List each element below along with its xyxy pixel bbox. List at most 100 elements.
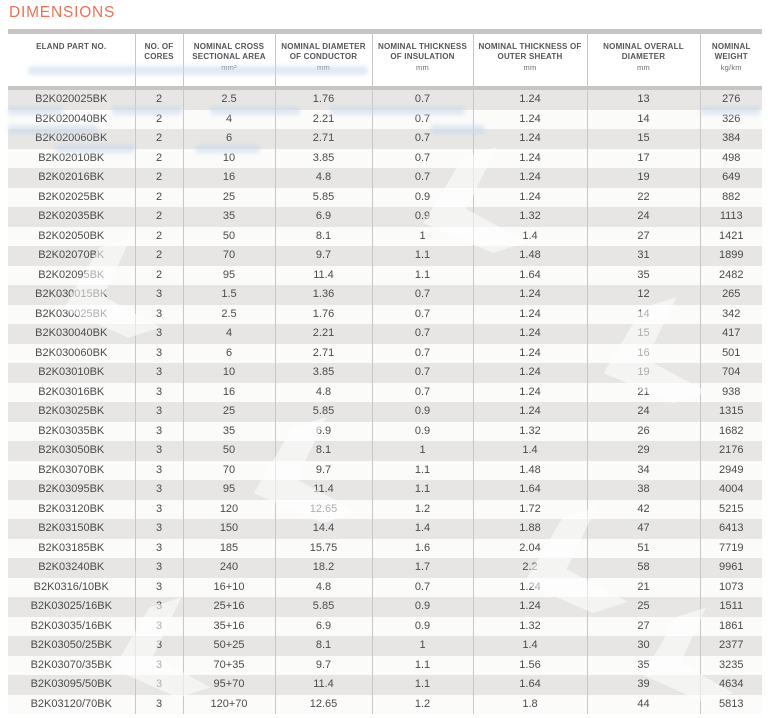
cell: 0.9 bbox=[371, 616, 473, 636]
cell: 1.7 bbox=[371, 558, 473, 578]
table-body: B2K020025BK 2 2.5 1.76 0.7 1.24 13 276 B2K020040… bbox=[8, 90, 762, 714]
cell: 1.8 bbox=[472, 694, 587, 714]
cell: 1899 bbox=[699, 246, 762, 266]
cell: B2K03050BK bbox=[38, 444, 105, 456]
cell: 11.4 bbox=[274, 675, 372, 695]
cell: 95+70 bbox=[182, 675, 275, 695]
cell: 4 bbox=[182, 324, 275, 344]
cell: 1 bbox=[371, 226, 473, 246]
cell: 9.7 bbox=[274, 246, 372, 266]
cell: 1.24 bbox=[472, 363, 587, 383]
table-row: B2K02070BK 2 70 9.7 1.1 1.48 31 1899 bbox=[8, 246, 762, 266]
cell: B2K030060BK bbox=[35, 346, 108, 359]
cell: 24 bbox=[586, 402, 700, 422]
cell: 3 bbox=[134, 538, 183, 558]
cell: 50+25 bbox=[182, 636, 275, 656]
cell: 27 bbox=[586, 226, 700, 246]
cell: 16 bbox=[182, 168, 275, 188]
cell: 35 bbox=[586, 265, 700, 285]
cell: B2K03095BK bbox=[38, 483, 105, 495]
cell: B2K020040BK bbox=[35, 112, 108, 125]
table-row: B2K02010BK 2 10 3.85 0.7 1.24 17 498 bbox=[8, 148, 762, 168]
cell: 18.2 bbox=[274, 558, 372, 578]
cell: 3 bbox=[134, 694, 183, 714]
cell: 1.32 bbox=[472, 421, 587, 441]
cell: 4 bbox=[182, 109, 275, 129]
cell: 1.24 bbox=[472, 597, 587, 617]
cell: 11.4 bbox=[274, 265, 372, 285]
column-header: ELAND PART NO. bbox=[8, 34, 135, 86]
table-row: B2K03095BK 3 95 11.4 1.1 1.64 38 4004 bbox=[8, 480, 762, 500]
cell: 1.24 bbox=[472, 148, 587, 168]
cell: 1.4 bbox=[472, 636, 587, 656]
cell: B2K03016BK bbox=[38, 385, 105, 398]
cell: 3 bbox=[134, 460, 183, 480]
cell: 6 bbox=[182, 343, 275, 363]
cell: 1.1 bbox=[371, 246, 473, 266]
cell: 17 bbox=[586, 148, 700, 168]
cell: 1.48 bbox=[472, 246, 587, 266]
table-row: B2K03095/50BK 3 95+70 11.4 1.1 1.64 39 4634 bbox=[8, 675, 762, 695]
cell: 1.24 bbox=[472, 402, 587, 422]
cell: 16+10 bbox=[182, 577, 275, 597]
cell: 384 bbox=[699, 129, 762, 149]
cell: B2K03070/35BK bbox=[30, 658, 112, 671]
cell: 3 bbox=[134, 324, 183, 344]
cell: 2 bbox=[134, 207, 183, 227]
cell: 2482 bbox=[699, 265, 762, 285]
cell: B2K02025BK bbox=[38, 190, 105, 203]
cell: 0.7 bbox=[371, 304, 473, 324]
cell: 1.32 bbox=[472, 616, 587, 636]
cell: 2.21 bbox=[274, 324, 372, 344]
cell: 25 bbox=[182, 187, 275, 207]
cell: 3 bbox=[134, 304, 183, 324]
cell: 95 bbox=[182, 265, 275, 285]
cell: 4004 bbox=[699, 480, 762, 500]
cell: 1.2 bbox=[371, 694, 473, 714]
cell: 6 bbox=[182, 129, 275, 149]
page-title: DIMENSIONS bbox=[9, 4, 116, 21]
cell: 3 bbox=[134, 480, 183, 500]
cell: 938 bbox=[699, 382, 762, 402]
cell: 882 bbox=[699, 187, 762, 207]
cell: 1.1 bbox=[371, 265, 473, 285]
cell: B2K03120/70BK bbox=[30, 697, 112, 710]
table-row: B2K03035BK 3 35 6.9 0.9 1.32 26 1682 bbox=[8, 421, 762, 441]
cell: 0.7 bbox=[371, 324, 473, 344]
cell: 0.7 bbox=[371, 577, 473, 597]
cell: 8.1 bbox=[274, 226, 372, 246]
cell: 2 bbox=[134, 90, 183, 110]
cell: 1.48 bbox=[472, 460, 587, 480]
cell: 3.85 bbox=[274, 363, 372, 383]
cell: 16 bbox=[182, 382, 275, 402]
cell: 35+16 bbox=[182, 616, 275, 636]
cell: 498 bbox=[699, 148, 762, 168]
cell: 4.8 bbox=[274, 382, 372, 402]
table-row: B2K02025BK 2 25 5.85 0.9 1.24 22 882 bbox=[8, 187, 762, 207]
cell: 1.6 bbox=[371, 538, 473, 558]
cell: 2949 bbox=[699, 460, 762, 480]
cell: 1.24 bbox=[472, 324, 587, 344]
cell: 2176 bbox=[699, 441, 762, 461]
cell: 12.65 bbox=[274, 694, 372, 714]
table-row: B2K03035/16BK 3 35+16 6.9 0.9 1.32 27 1861 bbox=[8, 616, 762, 636]
column-header: NOMINAL THICKNESS OF INSULATION mm bbox=[371, 34, 473, 86]
cell: 265 bbox=[699, 285, 762, 305]
table-row: B2K030015BK 3 1.5 1.36 0.7 1.24 12 265 bbox=[8, 285, 762, 305]
cell: 4.8 bbox=[274, 577, 372, 597]
cell: 120+70 bbox=[182, 694, 275, 714]
column-header: NOMINAL DIAMETER OF CONDUCTOR mm bbox=[274, 34, 372, 86]
column-header: NOMINAL WEIGHT kg/km bbox=[699, 34, 762, 86]
cell: 31 bbox=[586, 246, 700, 266]
cell: 11.4 bbox=[274, 480, 372, 500]
cell: 19 bbox=[586, 168, 700, 188]
cell: 1.36 bbox=[274, 285, 372, 305]
cell: 9.7 bbox=[274, 460, 372, 480]
cell: 0.7 bbox=[371, 109, 473, 129]
table-row: B2K03240BK 3 240 18.2 1.7 2.2 58 9961 bbox=[8, 558, 762, 578]
table-row: B2K03120BK 3 120 12.65 1.2 1.72 42 5215 bbox=[8, 499, 762, 519]
cell: 3 bbox=[134, 285, 183, 305]
cell: 14 bbox=[586, 109, 700, 129]
cell: 2377 bbox=[699, 636, 762, 656]
